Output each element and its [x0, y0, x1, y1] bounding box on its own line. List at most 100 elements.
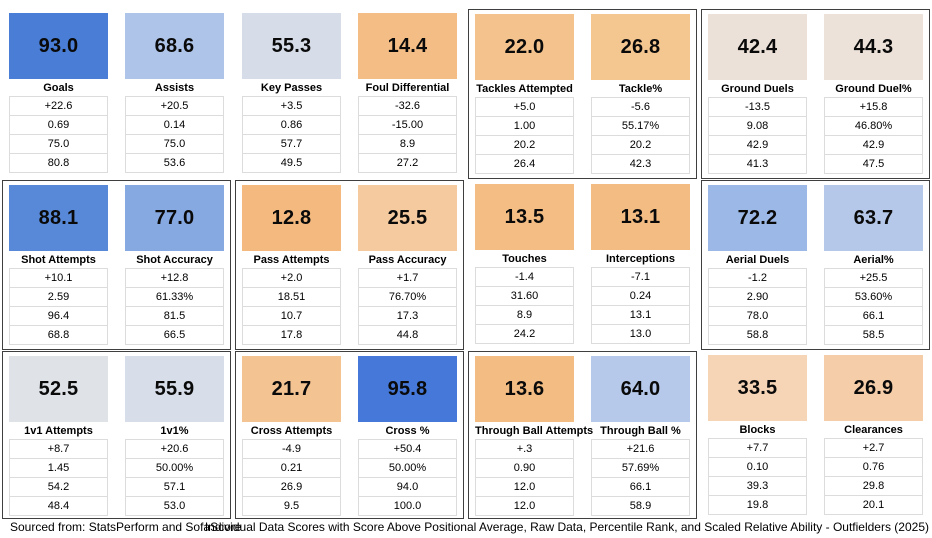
score-tile: 12.8	[242, 185, 341, 251]
stat-label: Interceptions	[605, 253, 676, 265]
stat-value-cell: 18.51	[242, 287, 341, 307]
stat-value-cell: +10.1	[9, 268, 108, 288]
stat-value-cell: 0.14	[125, 115, 224, 135]
stat-label: Pass Attempts	[253, 254, 330, 266]
stat-card: 77.0 Shot Accuracy +12.8 61.33% 81.5 66.5	[125, 185, 224, 349]
stat-value-cell: 31.60	[475, 286, 574, 306]
stat-values: +1.7 76.70% 17.3 44.8	[358, 268, 457, 345]
stat-value-cell: 26.4	[475, 154, 574, 174]
score-value: 13.6	[504, 377, 545, 400]
stat-card: 93.0 Goals +22.6 0.69 75.0 80.8	[9, 13, 108, 179]
stat-group: 12.8 Pass Attempts +2.0 18.51 10.7 17.8 25.5 Pa…	[235, 180, 464, 350]
stat-value-cell: +2.0	[242, 268, 341, 288]
footer: Sourced from: StatsPerform and SofaScore…	[10, 519, 929, 534]
stat-card: 33.5 Blocks +7.7 0.10 39.3 19.8	[708, 355, 807, 519]
stat-values: +.3 0.90 12.0 12.0	[475, 439, 574, 516]
stat-values: -1.4 31.60 8.9 24.2	[475, 267, 574, 344]
stat-value-cell: 66.1	[591, 477, 690, 497]
score-value: 88.1	[38, 206, 79, 229]
stat-label: Goals	[43, 82, 74, 94]
stat-value-cell: 75.0	[9, 134, 108, 154]
stat-value-cell: 47.5	[824, 154, 923, 174]
stat-value-cell: -1.4	[475, 267, 574, 287]
stat-value-cell: +8.7	[9, 439, 108, 459]
stat-group: 42.4 Ground Duels -13.5 9.08 42.9 41.3 44.3 Gro…	[701, 9, 930, 179]
score-value: 21.7	[271, 377, 312, 400]
stat-values: +2.7 0.76 29.8 20.1	[824, 438, 923, 515]
stat-value-cell: 27.2	[358, 153, 457, 173]
stat-label: Cross %	[385, 425, 430, 437]
stat-value-cell: +22.6	[9, 96, 108, 116]
stat-label: 1v1 Attempts	[24, 425, 93, 437]
stat-value-cell: 0.21	[242, 458, 341, 478]
stat-value-cell: -13.5	[708, 97, 807, 117]
score-value: 93.0	[38, 34, 79, 57]
stat-value-cell: 0.69	[9, 115, 108, 135]
score-value: 55.9	[154, 377, 195, 400]
score-tile: 42.4	[708, 14, 807, 80]
score-value: 14.4	[387, 34, 428, 57]
stat-value-cell: 0.10	[708, 457, 807, 477]
stat-value-cell: +15.8	[824, 97, 923, 117]
stat-value-cell: 8.9	[475, 305, 574, 325]
score-tile: 22.0	[475, 14, 574, 80]
stat-values: +2.0 18.51 10.7 17.8	[242, 268, 341, 345]
stat-value-cell: +50.4	[358, 439, 457, 459]
score-value: 26.8	[620, 35, 661, 58]
stat-value-cell: 13.1	[591, 305, 690, 325]
stat-label: Ground Duel%	[835, 83, 912, 95]
stat-value-cell: 57.69%	[591, 458, 690, 478]
stat-value-cell: 78.0	[708, 306, 807, 326]
stat-values: +20.5 0.14 75.0 53.6	[125, 96, 224, 173]
stat-label: Shot Accuracy	[136, 254, 213, 266]
stat-value-cell: +5.0	[475, 97, 574, 117]
stat-value-cell: +7.7	[708, 438, 807, 458]
stat-value-cell: 80.8	[9, 153, 108, 173]
stat-label: Ground Duels	[721, 83, 794, 95]
stat-group: 13.6 Through Ball Attempts +.3 0.90 12.0 12.0…	[468, 351, 697, 519]
stat-card: 88.1 Shot Attempts +10.1 2.59 96.4 68.8	[9, 185, 108, 349]
score-tile: 95.8	[358, 356, 457, 422]
stat-values: -7.1 0.24 13.1 13.0	[591, 267, 690, 344]
stat-label: Through Ball %	[600, 425, 681, 437]
stat-value-cell: 96.4	[9, 306, 108, 326]
stat-value-cell: 75.0	[125, 134, 224, 154]
stat-value-cell: 58.5	[824, 325, 923, 345]
stat-values: +15.8 46.80% 42.9 47.5	[824, 97, 923, 174]
stat-value-cell: 20.2	[475, 135, 574, 155]
stat-label: Cross Attempts	[250, 425, 333, 437]
stat-card: 12.8 Pass Attempts +2.0 18.51 10.7 17.8	[242, 185, 341, 349]
stat-group: 21.7 Cross Attempts -4.9 0.21 26.9 9.5 95.8 Cro…	[235, 351, 464, 519]
stat-value-cell: 13.0	[591, 324, 690, 344]
stat-value-cell: 66.5	[125, 325, 224, 345]
stat-value-cell: 10.7	[242, 306, 341, 326]
stat-card: 44.3 Ground Duel% +15.8 46.80% 42.9 47.5	[824, 14, 923, 178]
stat-value-cell: 42.9	[708, 135, 807, 155]
stat-value-cell: +21.6	[591, 439, 690, 459]
stat-card: 13.5 Touches -1.4 31.60 8.9 24.2	[475, 184, 574, 350]
stat-value-cell: -15.00	[358, 115, 457, 135]
score-value: 33.5	[737, 376, 778, 399]
stat-values: -1.2 2.90 78.0 58.8	[708, 268, 807, 345]
stat-grid: 93.0 Goals +22.6 0.69 75.0 80.8 68.6 Assists +20…	[0, 9, 932, 519]
stat-values: +20.6 50.00% 57.1 53.0	[125, 439, 224, 516]
stat-label: Through Ball Attempts	[475, 425, 594, 437]
stat-label: Shot Attempts	[21, 254, 96, 266]
stat-value-cell: 42.9	[824, 135, 923, 155]
score-tile: 26.8	[591, 14, 690, 80]
score-tile: 64.0	[591, 356, 690, 422]
score-value: 52.5	[38, 377, 79, 400]
stat-value-cell: 8.9	[358, 134, 457, 154]
score-value: 22.0	[504, 35, 545, 58]
stat-label: 1v1%	[160, 425, 189, 437]
score-value: 12.8	[271, 206, 312, 229]
stat-value-cell: 53.60%	[824, 287, 923, 307]
stat-label: Tackles Attempted	[476, 83, 573, 95]
stat-value-cell: -32.6	[358, 96, 457, 116]
stat-value-cell: 50.00%	[125, 458, 224, 478]
score-tile: 25.5	[358, 185, 457, 251]
score-tile: 55.9	[125, 356, 224, 422]
stat-value-cell: 54.2	[9, 477, 108, 497]
figure-title: Individual Data Scores with Score Above …	[204, 520, 929, 534]
